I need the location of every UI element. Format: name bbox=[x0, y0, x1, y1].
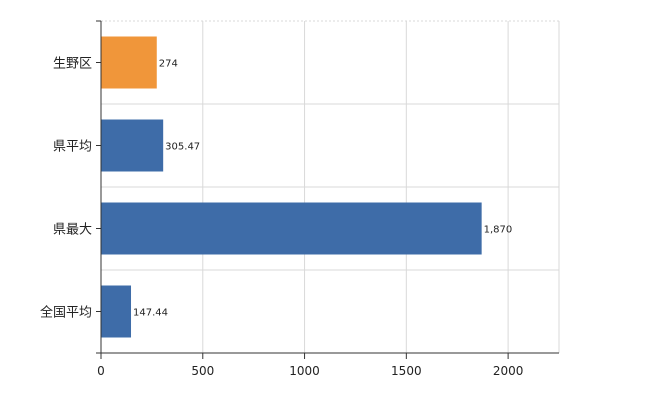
category-label: 生野区 bbox=[53, 57, 92, 72]
bar bbox=[101, 285, 132, 338]
labels-layer: 274 生野区 305.47 県平均 1,870 県最大 147.44 全国平均 0 500 100… bbox=[40, 57, 523, 379]
bar bbox=[101, 36, 157, 89]
category-label: 県平均 bbox=[53, 140, 92, 155]
data-label: 147.44 bbox=[133, 308, 168, 319]
x-tick-label: 500 bbox=[191, 364, 214, 378]
grid-layer bbox=[101, 20, 560, 353]
bar bbox=[101, 202, 482, 255]
axes-layer bbox=[96, 20, 559, 359]
x-tick-label: 1000 bbox=[289, 364, 320, 378]
bar bbox=[101, 119, 164, 172]
category-label: 全国平均 bbox=[40, 305, 92, 321]
data-label: 1,870 bbox=[484, 225, 513, 236]
data-label: 305.47 bbox=[165, 142, 200, 153]
bars-layer bbox=[101, 36, 482, 338]
x-tick-label: 0 bbox=[97, 364, 105, 378]
x-tick-label: 1500 bbox=[391, 364, 422, 378]
category-label: 県最大 bbox=[53, 223, 92, 238]
x-tick-label: 2000 bbox=[493, 364, 524, 378]
data-label: 274 bbox=[159, 59, 178, 70]
